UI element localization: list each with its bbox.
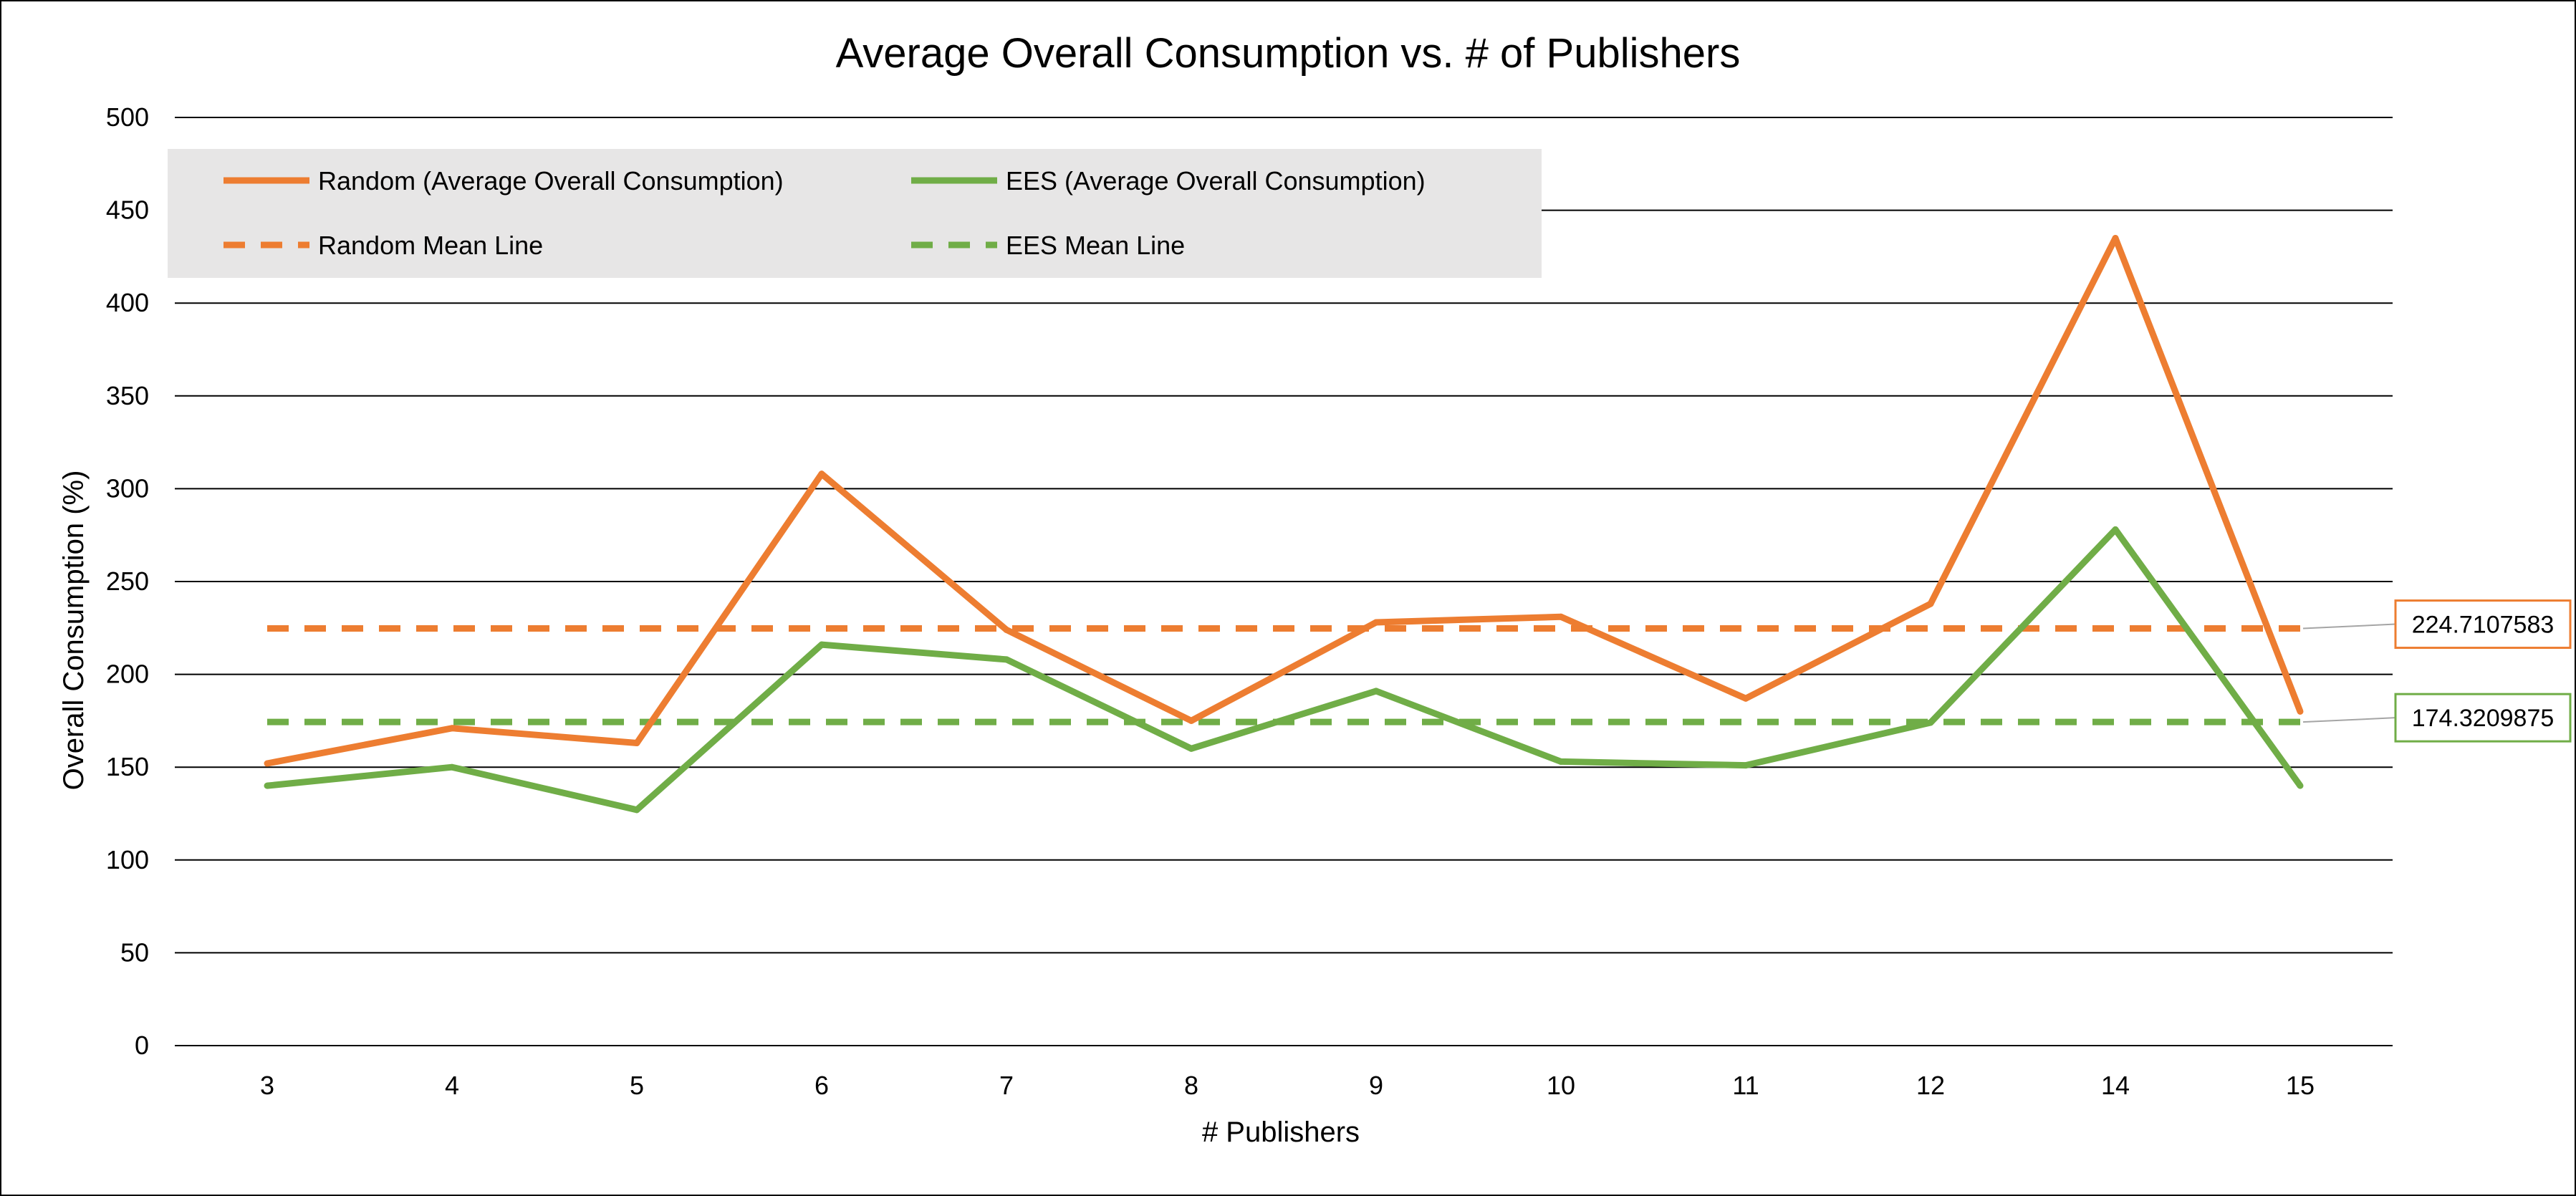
ees-average-overall-consumption-point [1188,745,1195,752]
chart-title: Average Overall Consumption vs. # of Pub… [836,30,1741,77]
x-tick-label: 4 [445,1071,459,1100]
x-tick-label: 3 [260,1071,274,1100]
mean-value-callouts: 224.7107583 174.3209875 [2302,599,2572,743]
y-axis-title: Overall Consumption (%) [58,471,90,791]
ees-average-overall-consumption-point [1742,762,1749,769]
y-tick-label: 50 [120,937,149,967]
x-tick-label: 6 [814,1071,829,1100]
x-tick-label: 8 [1184,1071,1198,1100]
legend-label-random-mean-line: Random Mean Line [318,231,543,260]
legend: Random (Average Overall Consumption) EES … [168,149,1542,278]
y-tick-label: 0 [135,1031,149,1060]
ees-average-overall-consumption-point [1557,758,1565,765]
random-average-overall-consumption-point [633,740,640,747]
ees-average-overall-consumption-line [266,526,2303,814]
y-tick-label: 500 [106,102,149,132]
x-tick-label: 9 [1369,1071,1383,1100]
y-tick-label: 350 [106,381,149,410]
random-mean-line-callout-leader [2302,623,2396,630]
ees-average-overall-consumption-point [2297,782,2304,789]
x-tick-label: 7 [999,1071,1014,1100]
ees-average-overall-consumption-point [1373,688,1380,695]
random-average-overall-consumption-point [1373,619,1380,626]
legend-label-random-average-overall-consumption: Random (Average Overall Consumption) [318,166,784,196]
ees-average-overall-consumption-point [448,763,456,771]
random-average-overall-consumption-point [2297,708,2304,715]
random-average-overall-consumption-point [1742,695,1749,702]
random-average-overall-consumption-point [1003,626,1010,633]
x-tick-label: 14 [2101,1071,2130,1100]
y-tick-label: 250 [106,566,149,596]
ees-average-overall-consumption-point [2112,526,2119,533]
x-axis-title: # Publishers [1202,1117,1360,1148]
random-mean-line-callout-box [2394,599,2572,650]
random-average-overall-consumption-line [266,234,2304,767]
ees-mean-line-callout-label: 174.3209875 [2412,705,2555,732]
random-average-overall-consumption-point [1188,717,1195,724]
y-tick-labels: 0 50 100 150 200 250 300 350 400 450 500 [106,102,149,1060]
ees-average-overall-consumption-point [1927,719,1934,726]
random-average-overall-consumption-point [2112,234,2119,241]
y-tick-label: 150 [106,752,149,781]
x-tick-label: 12 [1916,1071,1945,1100]
data-series [264,234,2304,814]
ees-average-overall-consumption-point [818,641,825,648]
ees-mean-line-callout-leader [2302,717,2396,723]
legend-background [168,149,1542,278]
legend-label-ees-average-overall-consumption: EES (Average Overall Consumption) [1006,166,1426,196]
y-tick-label: 400 [106,288,149,317]
ees-average-overall-consumption-point [264,782,271,789]
random-average-overall-consumption-point [264,760,271,767]
random-average-overall-consumption-point [818,471,825,478]
x-tick-label: 11 [1732,1071,1759,1100]
y-tick-label: 300 [106,473,149,503]
random-average-overall-consumption-point [1927,600,1934,607]
random-mean-line-callout-label: 224.7107583 [2412,612,2555,639]
y-tick-label: 450 [106,196,149,225]
y-tick-label: 100 [106,845,149,874]
random-average-overall-consumption-point [1557,613,1565,620]
x-tick-labels: 3 4 5 6 7 8 9 10 11 12 14 15 [260,1071,2315,1100]
legend-label-ees-mean-line: EES Mean Line [1006,231,1185,260]
x-tick-label: 15 [2286,1071,2315,1100]
x-tick-label: 10 [1547,1071,1575,1100]
mean-lines [267,625,2300,725]
random-average-overall-consumption-point [448,725,456,732]
ees-average-overall-consumption-point [1003,656,1010,663]
x-tick-label: 5 [630,1071,644,1100]
ees-average-overall-consumption-point [633,806,640,814]
y-tick-label: 200 [106,660,149,689]
ees-mean-line-callout-box [2394,693,2572,743]
